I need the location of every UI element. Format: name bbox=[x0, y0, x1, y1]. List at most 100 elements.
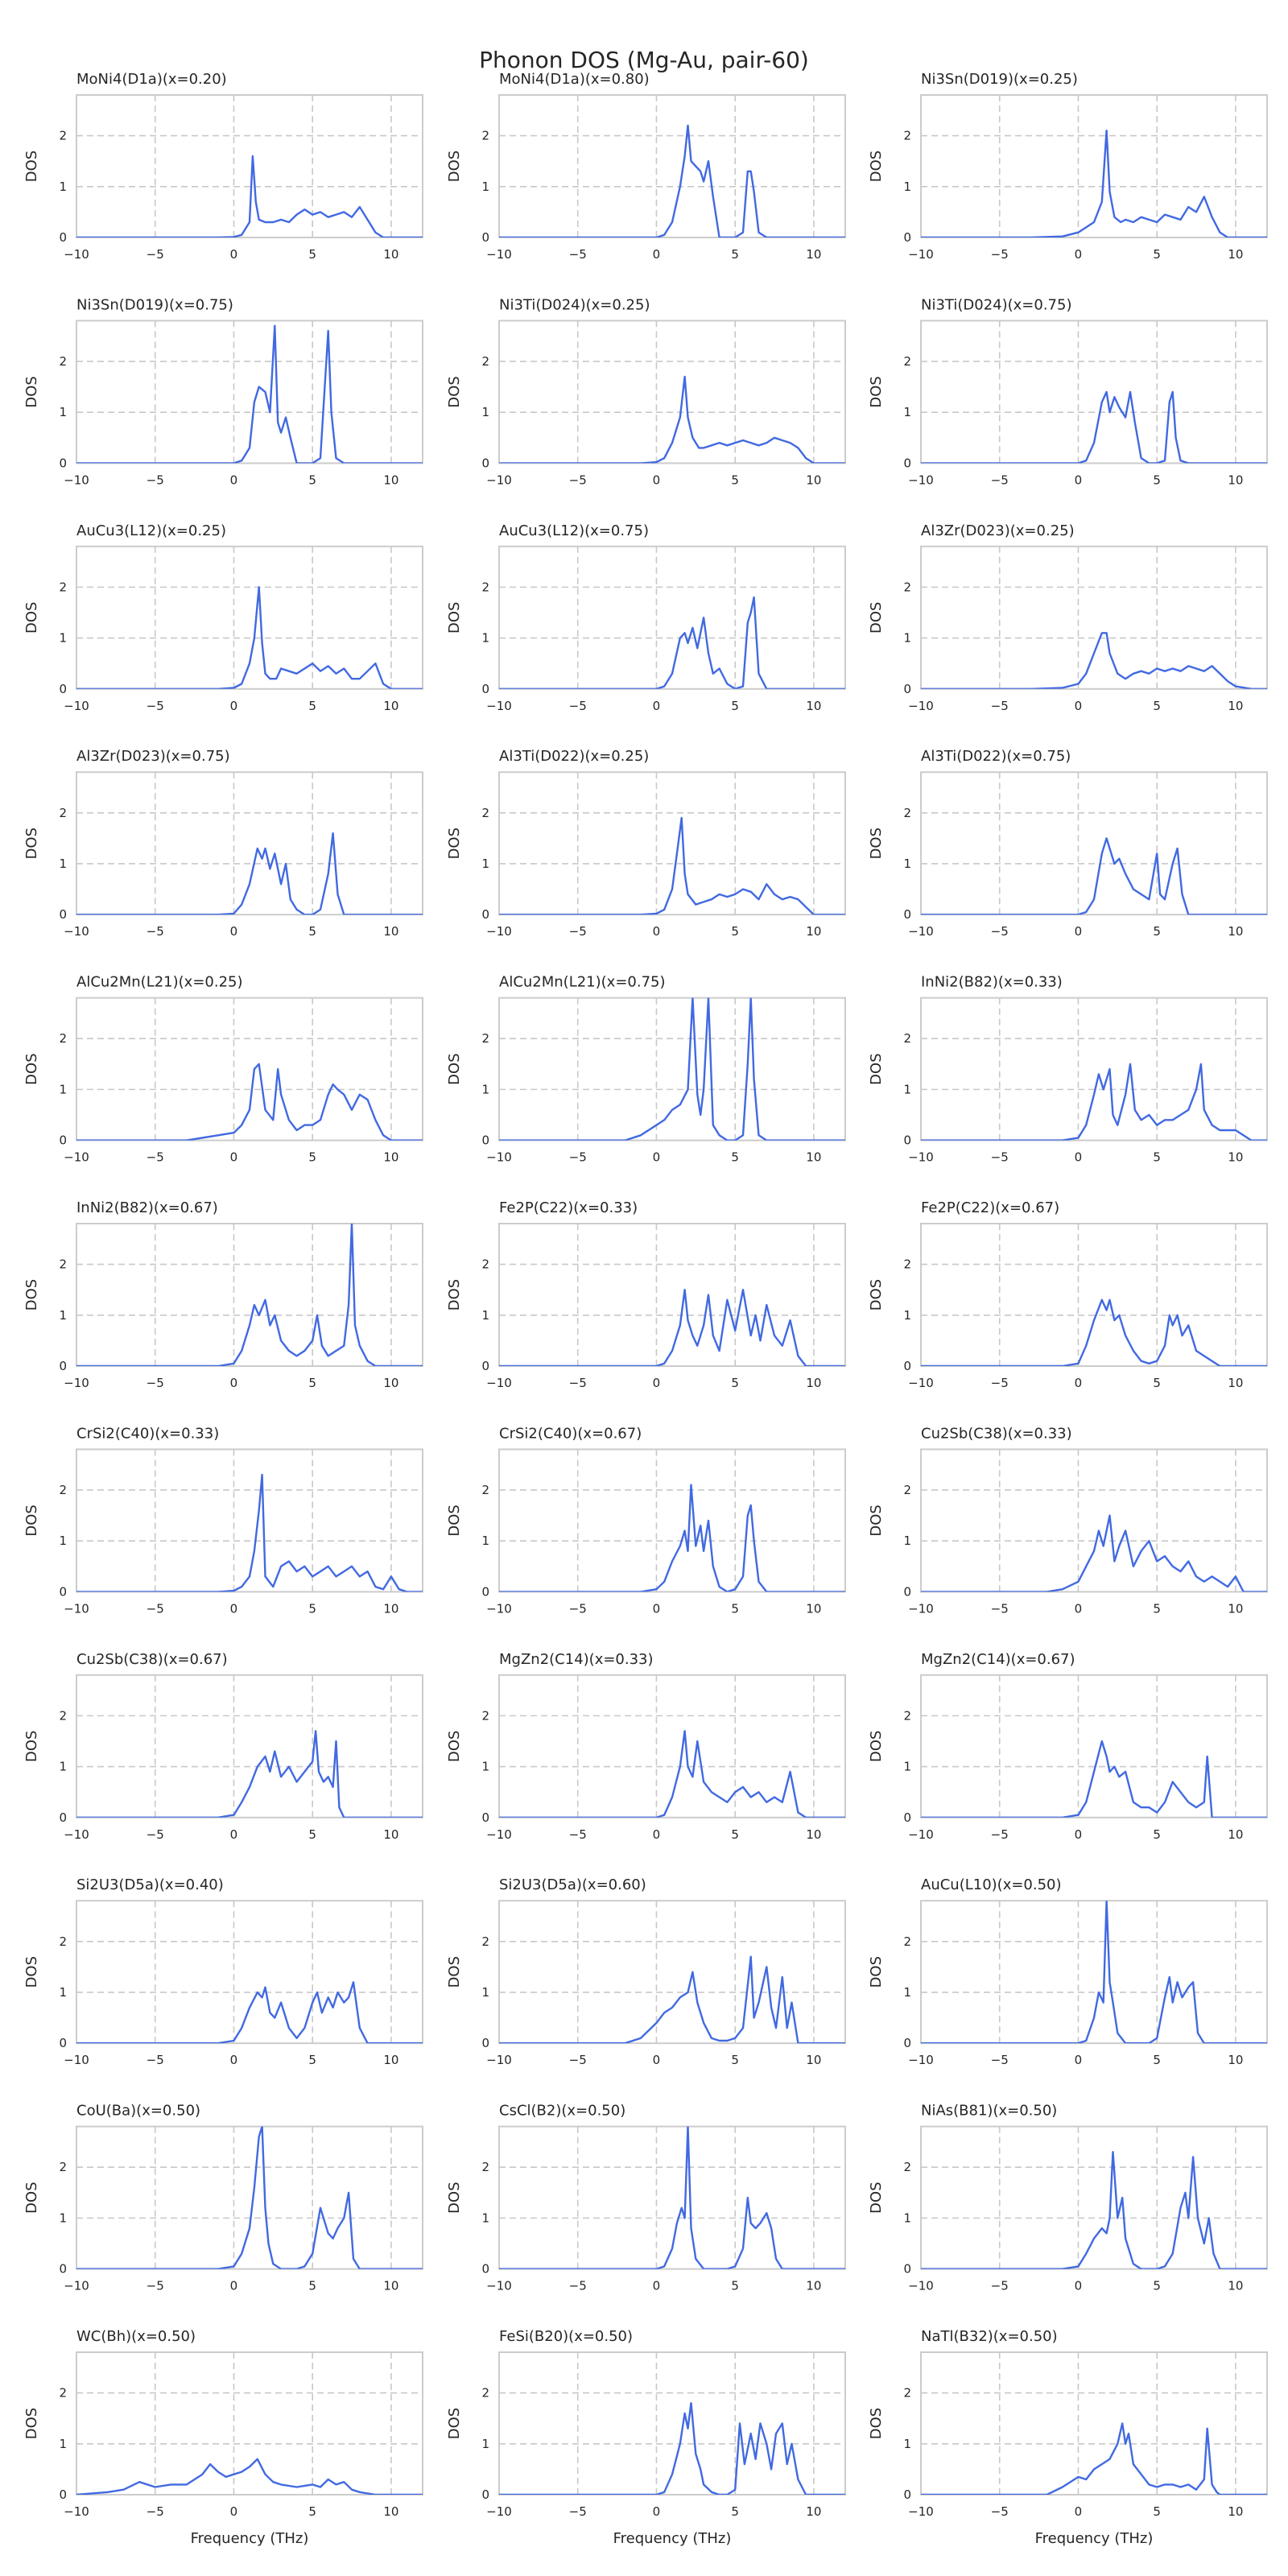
x-tick-label: 0 bbox=[653, 247, 661, 262]
x-tick-label: 5 bbox=[731, 1150, 739, 1165]
x-tick-label: 0 bbox=[230, 1376, 238, 1390]
y-tick-label: 0 bbox=[903, 1810, 911, 1825]
x-tick-label: 0 bbox=[230, 473, 238, 487]
x-tick-label: 10 bbox=[806, 247, 821, 262]
x-tick-label: −10 bbox=[486, 1150, 512, 1165]
panel-title: Al3Ti(D022)(x=0.25) bbox=[499, 748, 649, 765]
y-tick-label: 0 bbox=[481, 2036, 489, 2050]
y-tick-label: 1 bbox=[903, 1308, 911, 1323]
x-tick-label: −10 bbox=[64, 247, 89, 262]
panel-title: MoNi4(D1a)(x=0.80) bbox=[499, 71, 650, 88]
y-tick-label: 2 bbox=[59, 1708, 67, 1723]
plot-area bbox=[498, 1223, 846, 1367]
plot-area bbox=[76, 771, 423, 916]
y-tick-label: 1 bbox=[59, 2437, 67, 2451]
y-tick-label: 1 bbox=[59, 1082, 67, 1096]
x-tick-label: 10 bbox=[383, 699, 398, 713]
x-tick-label: 10 bbox=[383, 1376, 398, 1390]
dos-series-line bbox=[499, 2402, 845, 2495]
y-axis-label: DOS bbox=[868, 1956, 885, 1988]
dos-series-line bbox=[76, 1473, 423, 1592]
x-tick-label: −10 bbox=[908, 1376, 934, 1390]
y-tick-label: 0 bbox=[59, 682, 67, 696]
x-axis-label: Frequency (THz) bbox=[1035, 2530, 1154, 2547]
dos-series-line bbox=[921, 1514, 1267, 1592]
plot-area bbox=[920, 545, 1268, 690]
x-tick-label: −5 bbox=[991, 2053, 1009, 2067]
y-tick-label: 1 bbox=[481, 2437, 489, 2451]
dos-series-line bbox=[921, 1740, 1267, 1818]
y-tick-label: 1 bbox=[481, 2211, 489, 2225]
x-tick-label: −5 bbox=[991, 1376, 1009, 1390]
x-tick-label: 10 bbox=[383, 473, 398, 487]
y-tick-label: 1 bbox=[481, 857, 489, 871]
x-tick-label: 10 bbox=[383, 924, 398, 939]
x-tick-label: −10 bbox=[486, 2053, 512, 2067]
dos-series-line bbox=[499, 124, 845, 237]
y-tick-label: 1 bbox=[59, 631, 67, 646]
x-tick-label: −5 bbox=[569, 473, 587, 487]
y-axis-label: DOS bbox=[446, 1053, 463, 1084]
x-tick-label: −5 bbox=[569, 1601, 587, 1616]
x-tick-label: 0 bbox=[1075, 1601, 1083, 1616]
x-tick-label: 10 bbox=[1228, 1376, 1243, 1390]
y-axis-label: DOS bbox=[23, 2182, 40, 2213]
y-axis-label: DOS bbox=[23, 1505, 40, 1536]
x-tick-label: 5 bbox=[731, 473, 739, 487]
y-tick-label: 1 bbox=[59, 1534, 67, 1548]
plot-area bbox=[920, 771, 1268, 916]
panel-title: CrSi2(C40)(x=0.67) bbox=[499, 1425, 642, 1442]
x-tick-label: 5 bbox=[1153, 2053, 1161, 2067]
x-tick-label: −5 bbox=[569, 1827, 587, 1842]
x-tick-label: −10 bbox=[64, 1376, 89, 1390]
x-tick-label: 0 bbox=[653, 1601, 661, 1616]
y-tick-label: 1 bbox=[59, 1760, 67, 1774]
y-tick-label: 0 bbox=[59, 2262, 67, 2277]
dos-series-line bbox=[499, 997, 845, 1141]
panel-title: InNi2(B82)(x=0.33) bbox=[921, 974, 1063, 991]
x-tick-label: −10 bbox=[64, 1827, 89, 1842]
y-tick-label: 1 bbox=[59, 180, 67, 194]
x-tick-label: 10 bbox=[1228, 2504, 1243, 2519]
plot-area bbox=[498, 1900, 846, 2045]
plot-area bbox=[498, 94, 846, 238]
y-tick-label: 2 bbox=[59, 806, 67, 820]
x-tick-label: 5 bbox=[1153, 2504, 1161, 2519]
dos-panel-23: −10 −5 0 5 10 0 1 2 MgZn2(C14)(x=0.33) DOS bbox=[446, 1651, 846, 1842]
dos-panel-22: −10 −5 0 5 10 0 1 2 Cu2Sb(C38)(x=0.67) DOS bbox=[23, 1651, 423, 1842]
panel-title: AuCu3(L12)(x=0.75) bbox=[499, 522, 649, 539]
panel-title: CrSi2(C40)(x=0.33) bbox=[76, 1425, 219, 1442]
dos-series-line bbox=[76, 2126, 423, 2269]
x-tick-label: 5 bbox=[308, 473, 316, 487]
x-tick-label: 0 bbox=[1075, 1827, 1083, 1842]
dos-series-line bbox=[499, 2126, 845, 2269]
y-tick-label: 0 bbox=[481, 1810, 489, 1825]
dos-panel-12: −10 −5 0 5 10 0 1 2 Al3Ti(D022)(x=0.75) DOS bbox=[868, 748, 1268, 939]
y-tick-label: 2 bbox=[59, 1031, 67, 1046]
plot-area bbox=[76, 997, 423, 1141]
panel-title: Al3Zr(D023)(x=0.25) bbox=[921, 522, 1075, 539]
y-tick-label: 0 bbox=[903, 456, 911, 470]
x-tick-label: −10 bbox=[908, 2279, 934, 2293]
panel-title: Cu2Sb(C38)(x=0.67) bbox=[76, 1651, 228, 1668]
y-tick-label: 1 bbox=[481, 405, 489, 419]
panel-title: Si2U3(D5a)(x=0.60) bbox=[499, 1876, 646, 1893]
dos-panel-28: −10 −5 0 5 10 0 1 2 CoU(Ba)(x=0.50) DOS bbox=[23, 2103, 423, 2293]
x-tick-label: 10 bbox=[1228, 1150, 1243, 1165]
y-tick-label: 2 bbox=[903, 580, 911, 594]
y-axis-label: DOS bbox=[446, 828, 463, 859]
y-tick-label: 2 bbox=[481, 1257, 489, 1272]
y-axis-label: DOS bbox=[446, 2182, 463, 2213]
y-tick-label: 1 bbox=[903, 2211, 911, 2225]
panel-title: NiAs(B81)(x=0.50) bbox=[921, 2103, 1057, 2120]
dos-series-line bbox=[76, 2458, 423, 2495]
y-axis-label: DOS bbox=[868, 151, 885, 182]
x-tick-label: −10 bbox=[908, 2053, 934, 2067]
x-tick-label: −10 bbox=[64, 2053, 89, 2067]
x-tick-label: −10 bbox=[64, 1150, 89, 1165]
x-tick-label: 5 bbox=[731, 2504, 739, 2519]
y-tick-label: 2 bbox=[59, 1483, 67, 1497]
x-tick-label: 0 bbox=[1075, 924, 1083, 939]
y-axis-label: DOS bbox=[446, 1956, 463, 1988]
x-tick-label: −10 bbox=[908, 1827, 934, 1842]
